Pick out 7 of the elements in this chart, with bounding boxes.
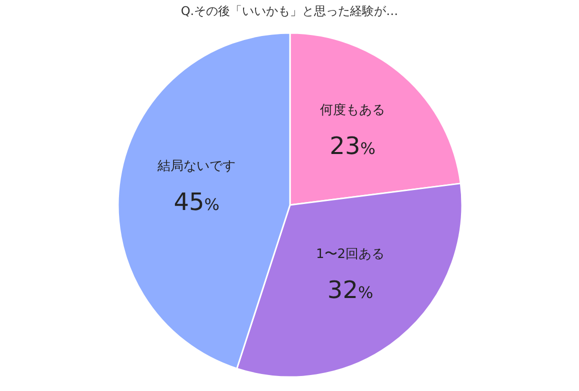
chart-title: Q.その後「いいかも」と思った経験が… [180,4,398,18]
slice-label: 1〜2回ある [316,246,385,262]
data-label: 45% [174,188,220,216]
slice-label: 結局ないです [156,159,236,174]
data-label: 32% [327,276,374,304]
data-label: 23% [330,132,376,160]
slice-label: 何度もある [320,102,386,118]
